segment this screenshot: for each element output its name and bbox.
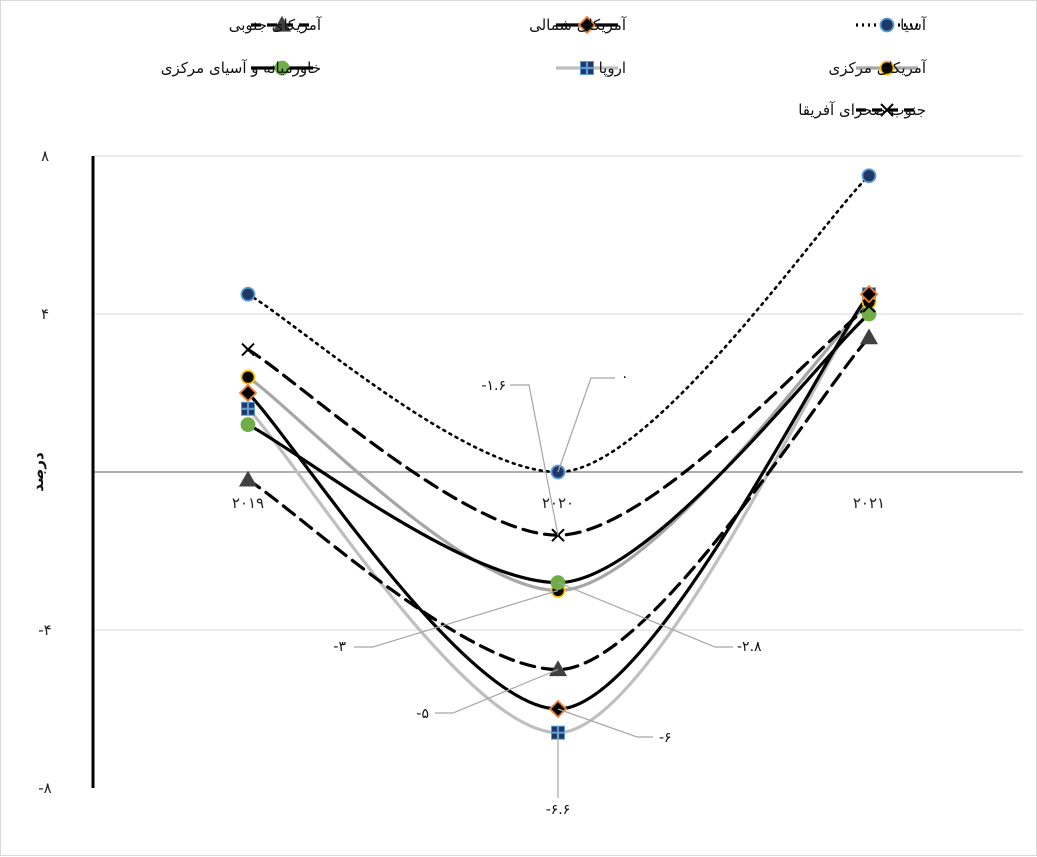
legend: آسیا آمریکای شمالی آمریکای جنوبی آمریکای مر… — [161, 15, 927, 119]
marker-shape — [240, 417, 256, 433]
marker-shape — [548, 660, 568, 677]
legend-label: جنوب صحرای آفریقا — [798, 101, 926, 119]
y-tick-label: ۰ — [41, 463, 49, 481]
marker-shape — [880, 103, 894, 117]
marker-shape — [240, 369, 256, 385]
legend-label: آسیا — [900, 16, 927, 34]
marker-shape — [241, 342, 255, 357]
legend-item: آمریکای شمالی — [529, 15, 627, 35]
data-label-leader — [557, 708, 653, 738]
series-line — [246, 336, 871, 672]
x-tick-label: ۲۰۲۱ — [853, 494, 885, 512]
data-labels-layer: ۰ -۱.۶ -۳ -۲.۸ -۵ -۶ -۶.۶ — [333, 369, 762, 818]
data-label-leader — [510, 384, 559, 536]
data-label-leader — [435, 668, 559, 714]
data-label-leader — [557, 582, 733, 648]
legend-item: جنوب صحرای آفریقا — [798, 101, 926, 119]
legend-marker-sample — [879, 60, 895, 76]
legend-label: آمریکای جنوبی — [229, 16, 322, 34]
series-line — [246, 174, 871, 474]
data-point-marker — [548, 660, 568, 677]
data-label: ۰ — [621, 369, 629, 385]
legend-item: اروپا — [556, 59, 626, 78]
legend-marker-sample — [880, 103, 894, 117]
marker-shape — [238, 383, 258, 403]
data-point-marker — [240, 286, 256, 302]
data-label-leader — [354, 589, 559, 648]
legend-item: آمریکای جنوبی — [229, 15, 322, 34]
marker-shape — [861, 168, 877, 184]
marker-shape — [862, 299, 876, 313]
legend-marker-sample — [879, 17, 895, 33]
data-point-marker — [859, 328, 879, 345]
y-tick-label: ۸ — [41, 147, 49, 165]
legend-label: آمریکای مرکزی — [829, 59, 927, 77]
legend-label: خاورمیانه و آسیای مرکزی — [161, 59, 321, 77]
data-point-marker — [861, 168, 877, 184]
gridlines — [93, 155, 1023, 631]
legend-item: خاورمیانه و آسیای مرکزی — [161, 59, 321, 77]
x-tick-label: ۲۰۲۰ — [542, 494, 574, 512]
data-label: -۵ — [416, 706, 429, 722]
legend-marker-sample — [272, 15, 292, 32]
marker-shape — [879, 17, 895, 33]
legend-label: اروپا — [599, 59, 626, 78]
x-tick-label: ۲۰۱۹ — [232, 494, 264, 512]
y-axis-title: درصد — [29, 452, 47, 492]
data-label: -۲.۸ — [737, 639, 762, 655]
axes: ۸ ۴ ۰ -۴ -۸ درصد ۲۰۱۹ ۲۰۲۰ ۲۰۲۱ — [29, 147, 885, 797]
data-point-marker — [862, 299, 876, 313]
legend-item: آسیا — [856, 16, 927, 34]
data-point-marker — [240, 369, 256, 385]
markers-layer — [238, 168, 879, 740]
y-tick-label: -۸ — [38, 779, 51, 797]
data-point-marker — [859, 284, 879, 304]
marker-cross — [580, 61, 594, 75]
data-point-marker — [238, 383, 258, 403]
legend-marker-sample — [580, 61, 594, 75]
data-point-marker — [238, 470, 258, 487]
marker-shape — [238, 470, 258, 487]
marker-shape — [274, 60, 290, 76]
data-label-leader — [557, 377, 615, 473]
legend-label: آمریکای شمالی — [529, 16, 627, 34]
legend-marker-sample — [577, 15, 597, 35]
data-point-marker — [241, 401, 255, 416]
legend-item: آمریکای مرکزی — [829, 59, 927, 77]
marker-shape — [879, 60, 895, 76]
marker-shape — [859, 284, 879, 304]
marker-shape — [272, 15, 292, 32]
marker-cross — [241, 402, 255, 416]
data-label: -۶ — [659, 730, 672, 746]
series-line — [246, 300, 871, 593]
data-point-marker — [241, 342, 255, 357]
data-label: -۶.۶ — [546, 802, 571, 818]
data-label: -۳ — [333, 639, 346, 655]
legend-marker-sample — [274, 60, 290, 76]
marker-shape — [859, 328, 879, 345]
y-tick-label: ۴ — [41, 305, 49, 323]
marker-shape — [577, 15, 597, 35]
marker-shape — [240, 286, 256, 302]
y-tick-label: -۴ — [38, 621, 51, 639]
data-point-marker — [240, 417, 256, 433]
data-label: -۱.۶ — [481, 378, 506, 394]
